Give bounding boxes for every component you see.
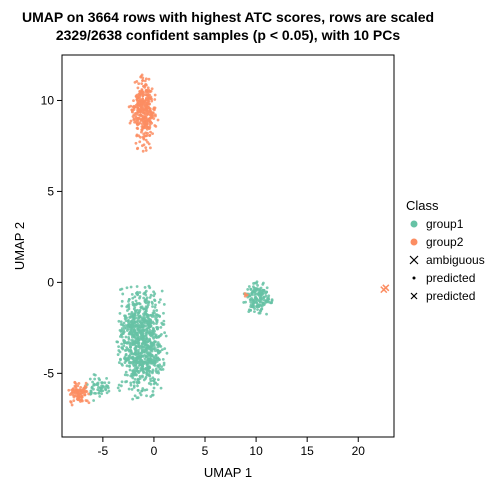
legend-label: group1 xyxy=(426,217,464,231)
umap-scatter-chart: UMAP on 3664 rows with highest ATC score… xyxy=(0,0,504,504)
x-tick-label: 0 xyxy=(151,444,158,458)
legend-label: ambiguous xyxy=(426,253,485,267)
x-tick-label: -5 xyxy=(98,444,109,458)
chart-title-line2: 2329/2638 confident samples (p < 0.05), … xyxy=(56,27,401,43)
legend-label: predicted xyxy=(426,271,475,285)
y-tick-label: 0 xyxy=(47,275,54,289)
chart-title-line1: UMAP on 3664 rows with highest ATC score… xyxy=(22,9,434,25)
legend-label: group2 xyxy=(426,235,464,249)
legend-title: Class xyxy=(406,198,439,213)
y-tick-label: 5 xyxy=(47,184,54,198)
x-axis-label: UMAP 1 xyxy=(204,465,252,480)
y-tick-label: -5 xyxy=(43,366,54,380)
y-tick-label: 10 xyxy=(41,93,55,107)
x-tick-label: 20 xyxy=(352,444,366,458)
x-tick-label: 5 xyxy=(202,444,209,458)
legend-label: predicted xyxy=(426,289,475,303)
legend-marker xyxy=(411,239,418,246)
y-axis-label: UMAP 2 xyxy=(12,222,27,270)
x-tick-label: 15 xyxy=(300,444,314,458)
legend-marker xyxy=(411,221,418,228)
x-tick-label: 10 xyxy=(249,444,263,458)
